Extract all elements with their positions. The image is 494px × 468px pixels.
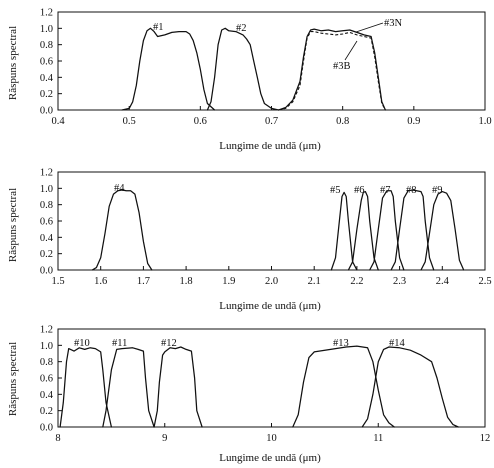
x-tick-label: 9 <box>162 433 167 444</box>
band-label-3n-leader <box>355 22 384 33</box>
x-tick-label: 2.1 <box>308 276 321 287</box>
y-tick-label: 1.0 <box>40 184 53 195</box>
band-label-6: #6 <box>354 185 365 196</box>
series-line-band-8 <box>390 189 435 271</box>
y-tick-label: 0.0 <box>40 106 53 117</box>
series-line-band-11 <box>102 347 155 428</box>
x-tick-label: 1.8 <box>180 276 193 287</box>
panel-3-xlabel: Lungime de undă (μm) <box>219 452 321 464</box>
band-label-3b: #3B <box>333 61 351 72</box>
x-tick-label: 2.5 <box>478 276 491 287</box>
y-tick-label: 0.4 <box>40 73 54 84</box>
x-tick-label: 0.4 <box>51 116 65 127</box>
y-tick-label: 0.2 <box>40 249 53 260</box>
plot-frame <box>57 11 486 111</box>
panel-3-curves <box>59 345 459 428</box>
series-line-band-6 <box>347 190 379 271</box>
series-line-band-12 <box>153 346 203 428</box>
x-tick-label: 12 <box>480 433 491 444</box>
y-tick-label: 0.8 <box>40 200 53 211</box>
panel-3-ylabel: Răspuns spectral <box>7 342 19 416</box>
y-tick-label: 0.8 <box>40 357 53 368</box>
band-label-10: #10 <box>74 338 90 349</box>
series-line-band-2 <box>206 27 280 111</box>
band-label-5: #5 <box>330 185 341 196</box>
y-tick-label: 0.2 <box>40 406 53 417</box>
panel-1-ylabel: Răspuns spectral <box>7 26 19 100</box>
panel-2-axes: 1.5 1.6 1.7 1.8 1.9 2.0 2.1 2.2 2.3 2.4 2.5 0.0 0.2 0… <box>40 168 492 288</box>
band-label-12: #12 <box>161 338 177 349</box>
panel-1-xlabel: Lungime de undă (μm) <box>219 140 321 152</box>
x-tick-label: 1.7 <box>137 276 150 287</box>
series-line-band-3n <box>277 28 387 111</box>
band-label-9: #9 <box>432 185 443 196</box>
band-label-2: #2 <box>236 23 247 34</box>
panel-1: Răspuns spectral Lungime de undă (μm) 0.… <box>7 8 492 153</box>
panel-2: Răspuns spectral Lungime de undă (μm) 1.… <box>7 168 492 313</box>
y-tick-label: 1.0 <box>40 341 53 352</box>
x-tick-label: 0.6 <box>194 116 207 127</box>
y-tick-label: 0.6 <box>40 217 53 228</box>
panel-2-curves <box>91 189 465 271</box>
y-tick-label: 0.0 <box>40 423 53 434</box>
panel-3: Răspuns spectral Lungime de undă (μm) 8 9… <box>7 325 490 465</box>
band-label-7: #7 <box>380 185 391 196</box>
panel-3-axes: 8 9 10 11 12 0.0 0.2 0.4 0.6 0.8 1.0 1.2 <box>40 325 490 445</box>
x-tick-label: 2.3 <box>393 276 406 287</box>
x-tick-label: 2.0 <box>265 276 278 287</box>
band-label-3b-leader <box>344 40 358 61</box>
y-tick-label: 0.6 <box>40 57 53 68</box>
x-tick-label: 0.5 <box>123 116 136 127</box>
y-tick-label: 1.2 <box>40 168 53 179</box>
series-line-band-14 <box>361 346 459 428</box>
y-tick-label: 0.6 <box>40 374 53 385</box>
x-tick-label: 1.9 <box>222 276 235 287</box>
series-line-band-3b <box>278 31 386 111</box>
series-line-band-1 <box>121 27 216 111</box>
panel-2-ylabel: Răspuns spectral <box>7 188 19 262</box>
y-tick-label: 0.4 <box>40 233 54 244</box>
band-label-1: #1 <box>153 22 164 33</box>
series-line-band-4 <box>91 189 153 271</box>
series-line-band-13 <box>292 345 395 428</box>
x-tick-label: 2.4 <box>436 276 450 287</box>
band-label-3n: #3N <box>384 18 403 29</box>
panel-1-curves <box>121 27 387 111</box>
x-tick-label: 1.0 <box>478 116 491 127</box>
y-tick-label: 1.0 <box>40 24 53 35</box>
x-tick-label: 0.7 <box>265 116 278 127</box>
x-tick-label: 8 <box>55 433 60 444</box>
y-tick-label: 1.2 <box>40 325 53 336</box>
x-tick-label: 1.6 <box>94 276 107 287</box>
x-tick-label: 0.9 <box>407 116 420 127</box>
series-line-band-5 <box>330 191 358 271</box>
series-line-band-10 <box>59 347 113 428</box>
band-label-14: #14 <box>389 338 406 349</box>
band-label-11: #11 <box>112 338 127 349</box>
y-tick-label: 0.2 <box>40 89 53 100</box>
band-label-13: #13 <box>333 338 349 349</box>
band-label-8: #8 <box>406 185 417 196</box>
y-tick-label: 0.8 <box>40 40 53 51</box>
panel-2-xlabel: Lungime de undă (μm) <box>219 300 321 312</box>
y-tick-label: 1.2 <box>40 8 53 19</box>
y-tick-label: 0.4 <box>40 390 54 401</box>
panel-1-axes: 0.4 0.5 0.6 0.7 0.8 0.9 1.0 0.0 0.2 0.4 0.6 0.8 1.0 1… <box>40 8 492 128</box>
series-line-band-9 <box>420 190 465 271</box>
series-line-band-7 <box>369 190 405 271</box>
x-tick-label: 10 <box>266 433 277 444</box>
x-tick-label: 1.5 <box>51 276 64 287</box>
band-label-4: #4 <box>114 183 125 194</box>
x-tick-label: 0.8 <box>336 116 349 127</box>
y-tick-label: 0.0 <box>40 266 53 277</box>
x-tick-label: 11 <box>373 433 383 444</box>
x-tick-label: 2.2 <box>350 276 363 287</box>
